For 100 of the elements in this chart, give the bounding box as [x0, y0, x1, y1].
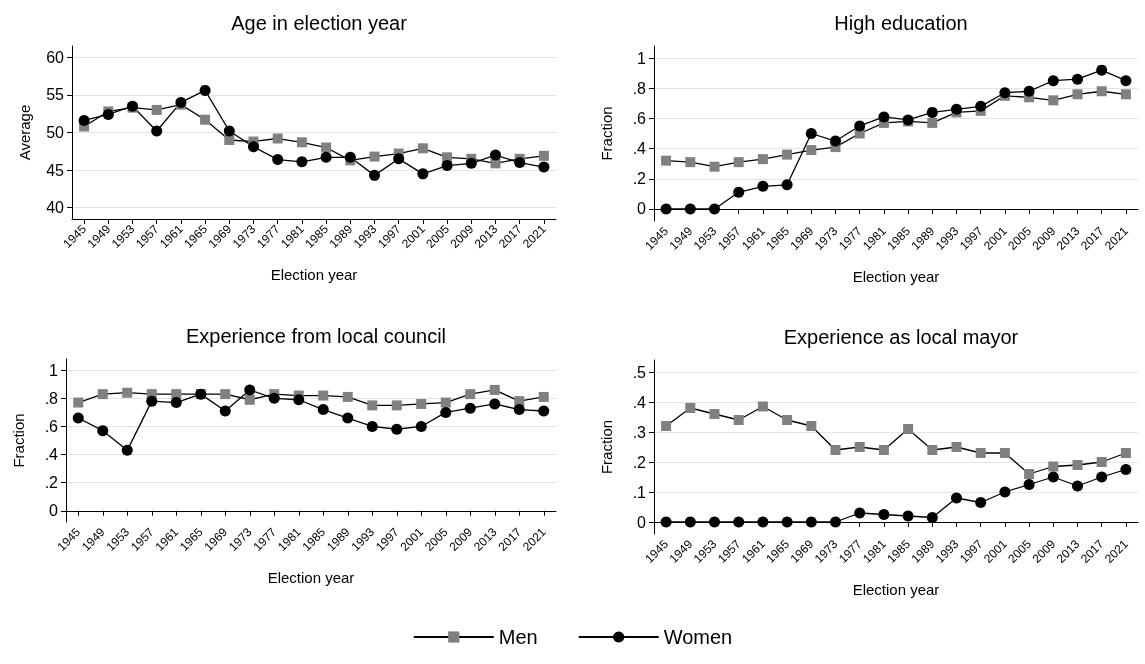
point	[200, 114, 211, 125]
point	[441, 160, 453, 172]
point	[733, 516, 745, 528]
point	[342, 412, 354, 424]
point	[464, 402, 476, 414]
y-tick-label: .5	[632, 363, 647, 381]
y-tick-label: 60	[46, 48, 65, 66]
point	[1096, 457, 1107, 467]
y-tick-label: 50	[46, 124, 65, 141]
point	[417, 143, 428, 154]
point	[660, 516, 672, 528]
point	[733, 186, 745, 198]
point	[220, 389, 231, 400]
point	[151, 104, 162, 115]
point	[782, 415, 793, 425]
point	[1023, 85, 1035, 97]
point	[684, 203, 696, 215]
y-tick-label: 1	[49, 361, 59, 379]
point	[223, 125, 235, 137]
point	[465, 389, 476, 400]
point	[927, 445, 938, 455]
point	[248, 141, 259, 153]
point	[1072, 89, 1083, 100]
point	[902, 510, 914, 522]
point	[272, 133, 283, 144]
chart-title: Age in election year	[231, 12, 408, 34]
point	[709, 203, 720, 215]
point	[782, 149, 793, 160]
point	[757, 401, 768, 412]
point	[369, 169, 380, 181]
chart-title: Experience from local council	[185, 325, 447, 347]
point	[268, 392, 280, 404]
point	[926, 512, 938, 523]
chart-title: Experience as local mayor	[783, 326, 1019, 348]
point	[1072, 460, 1083, 470]
y-tick-label: 0	[49, 502, 59, 520]
point	[878, 111, 890, 123]
point	[391, 400, 402, 411]
point	[146, 395, 158, 407]
point	[1120, 89, 1131, 100]
point	[661, 421, 672, 431]
chart-title: High education	[834, 12, 968, 34]
point	[757, 516, 769, 528]
point	[951, 103, 962, 115]
point	[514, 157, 526, 169]
point	[293, 394, 305, 406]
legend-label: Women	[663, 626, 733, 648]
point	[903, 424, 914, 434]
x-axis-title: Election year	[852, 268, 940, 285]
point	[72, 412, 84, 424]
point	[318, 390, 329, 401]
y-axis-title: Fraction	[598, 106, 615, 161]
y-tick-label: .2	[44, 474, 59, 492]
point	[1120, 448, 1131, 458]
point	[805, 516, 817, 528]
point	[151, 125, 163, 137]
y-tick-label: .6	[632, 109, 647, 127]
point	[951, 442, 962, 452]
point	[73, 397, 84, 408]
point	[219, 405, 231, 417]
point	[830, 445, 841, 455]
point	[733, 157, 744, 168]
point	[1096, 64, 1108, 76]
y-tick-label: .6	[44, 417, 59, 435]
point	[685, 157, 696, 168]
point	[684, 516, 696, 528]
point	[513, 404, 525, 416]
y-tick-label: 0	[637, 200, 647, 218]
point	[975, 497, 987, 508]
point	[1120, 75, 1132, 87]
point	[805, 128, 817, 139]
point	[538, 161, 550, 173]
point	[244, 384, 256, 396]
y-tick-label: 40	[46, 199, 65, 217]
point	[538, 405, 550, 417]
point	[878, 509, 890, 520]
point	[1047, 471, 1059, 483]
point	[489, 384, 500, 395]
point	[342, 391, 353, 402]
point	[417, 168, 429, 180]
point	[393, 153, 405, 165]
point	[926, 106, 938, 118]
point	[806, 145, 817, 156]
point	[1072, 480, 1083, 492]
y-axis-title: Fraction	[598, 419, 615, 475]
y-tick-label: .4	[632, 393, 647, 411]
point	[296, 156, 308, 168]
point	[416, 398, 427, 409]
point	[415, 420, 427, 432]
point	[538, 150, 549, 161]
legend-label: Men	[498, 626, 538, 648]
point	[321, 142, 332, 153]
y-tick-label: .4	[632, 140, 647, 158]
point	[78, 114, 90, 126]
point	[344, 151, 356, 163]
point	[465, 157, 477, 169]
point	[975, 448, 986, 458]
point	[854, 442, 865, 452]
y-tick-label: .4	[44, 446, 59, 464]
point	[999, 486, 1011, 498]
